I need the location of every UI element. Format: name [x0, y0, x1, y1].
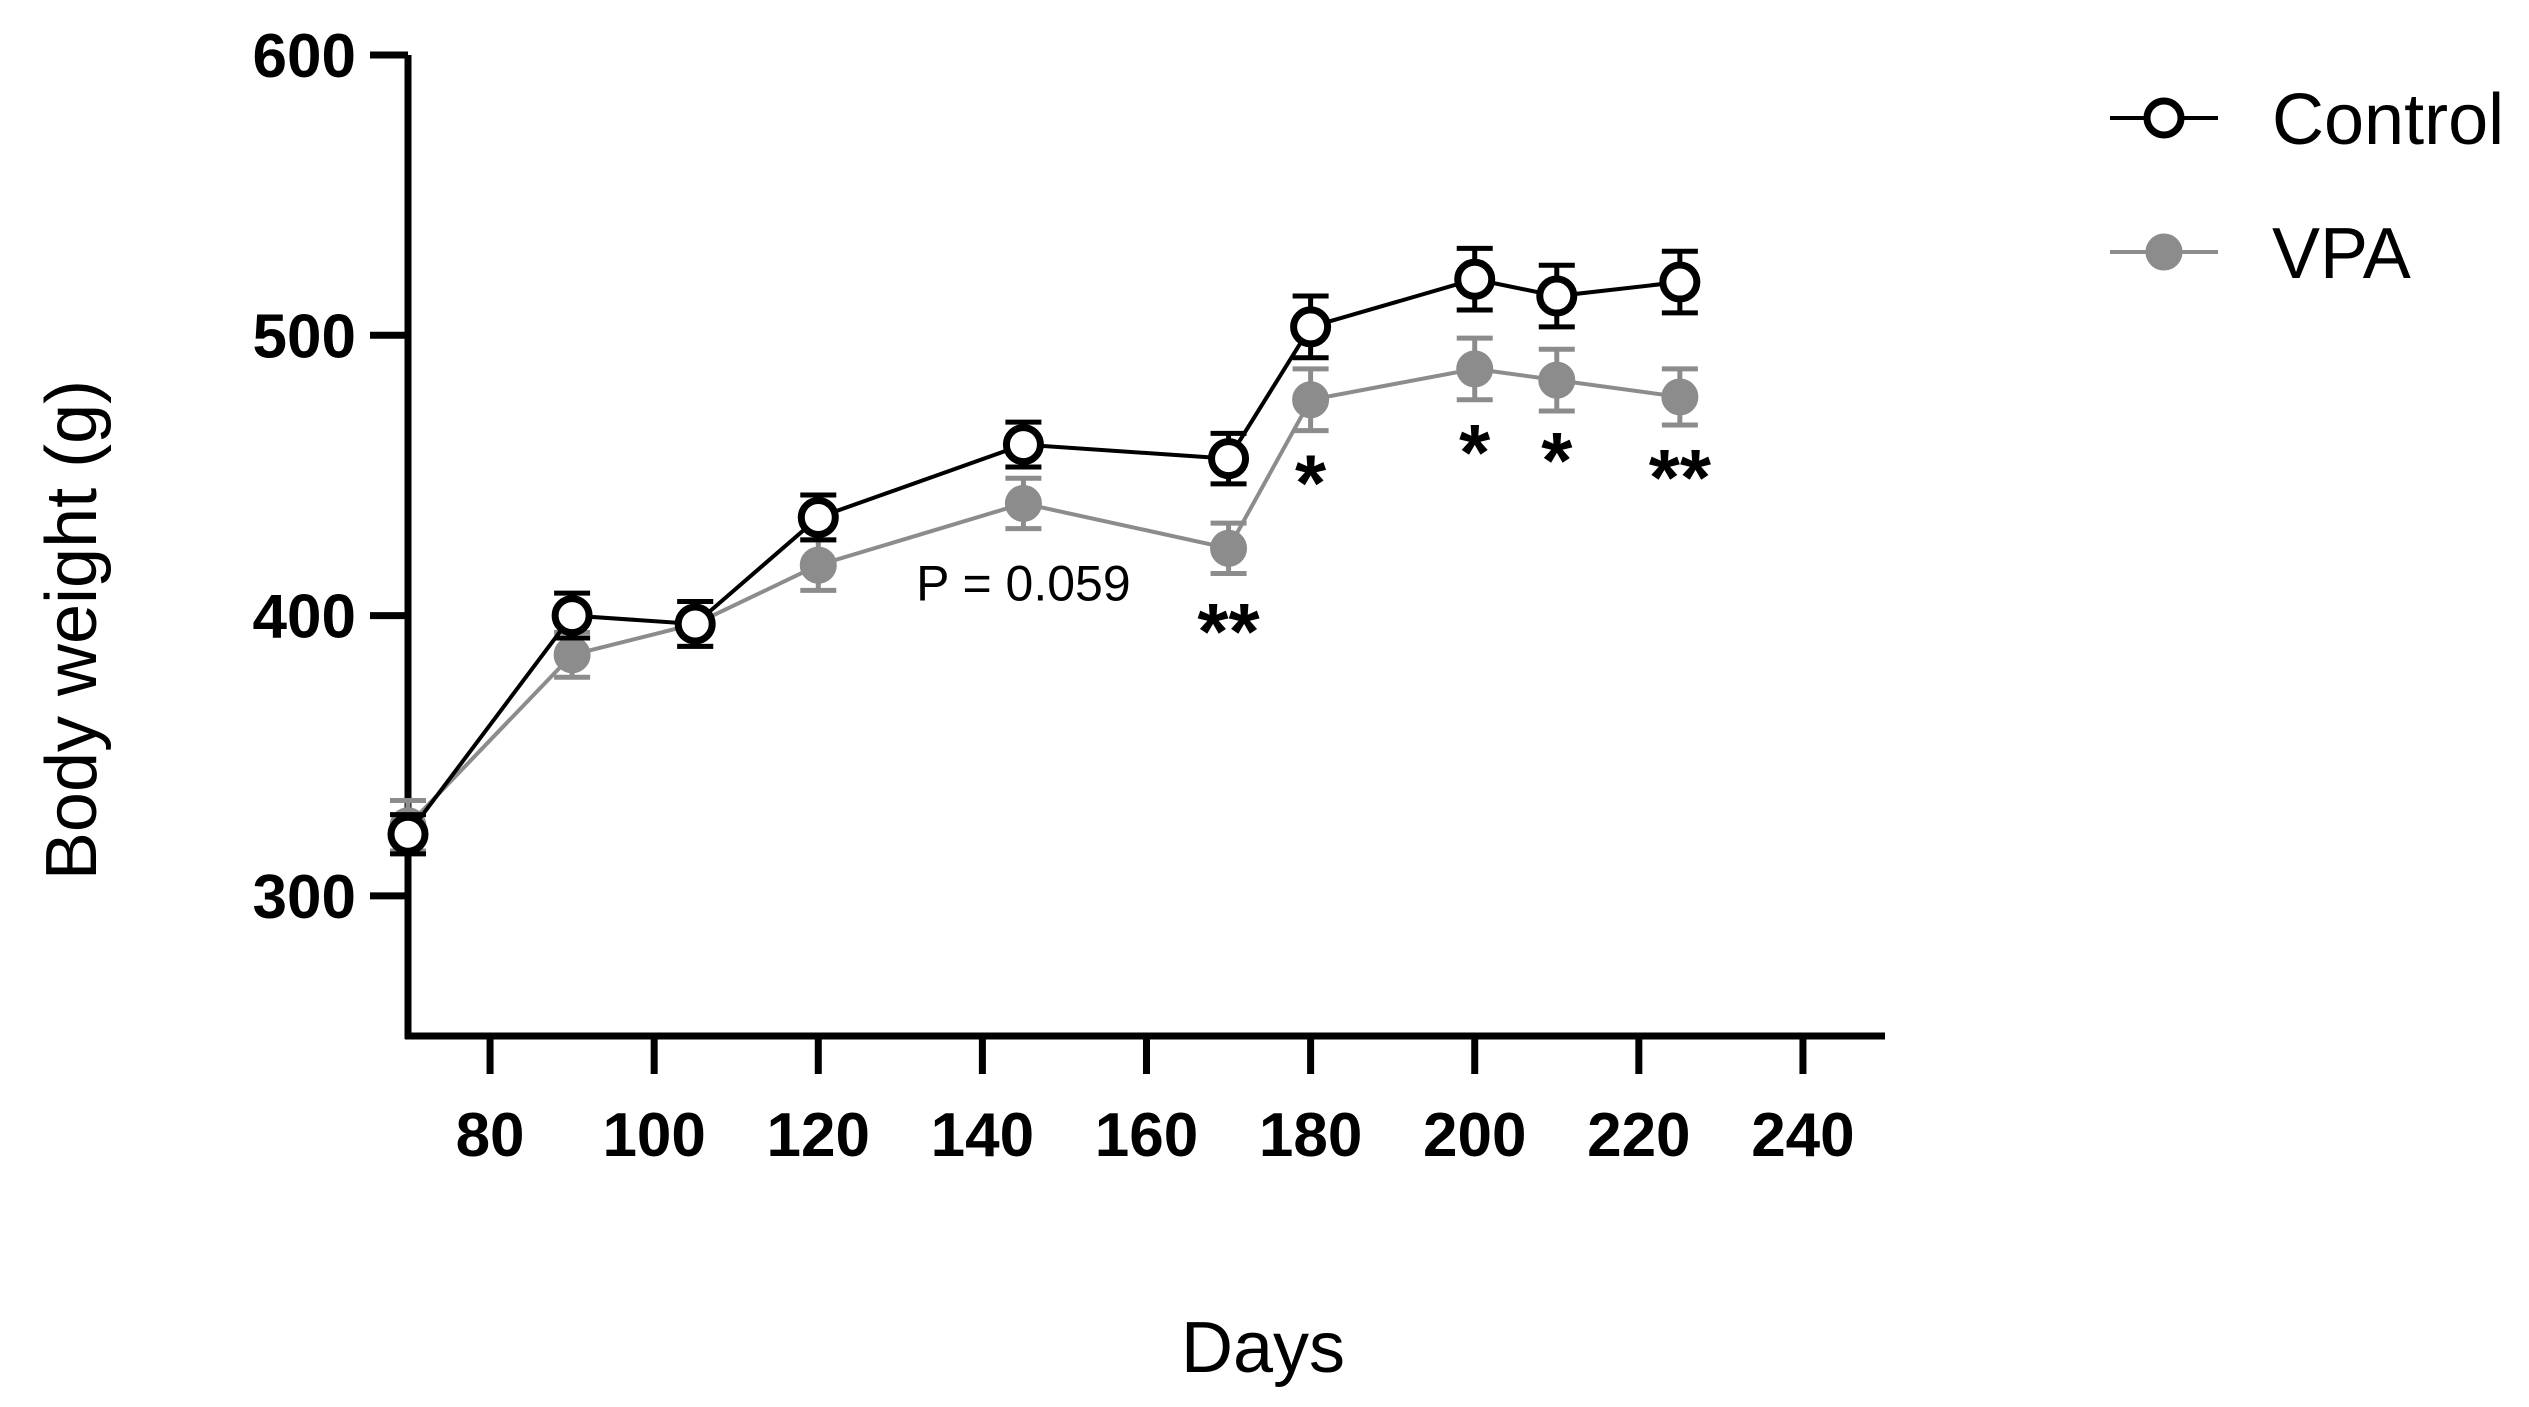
- series-group: [387, 245, 1701, 857]
- significance-marker: *: [1541, 416, 1573, 505]
- annotations-group: P = 0.059*** * * **: [916, 408, 1712, 676]
- series-control: [387, 245, 1701, 857]
- data-point: [1210, 529, 1248, 567]
- x-tick-label: 100: [602, 1101, 705, 1170]
- significance-marker: *: [1459, 408, 1491, 497]
- legend-label: VPA: [2272, 214, 2411, 294]
- data-point: [387, 813, 429, 855]
- data-point: [553, 636, 591, 674]
- p-value-annotation: P = 0.059: [916, 556, 1131, 612]
- data-point: [1002, 424, 1044, 466]
- x-tick-label: 140: [931, 1101, 1034, 1170]
- x-tick-label: 80: [456, 1101, 525, 1170]
- legend-label: Control: [2272, 80, 2504, 160]
- data-point: [1004, 484, 1042, 522]
- series-line: [406, 366, 1681, 828]
- data-point: [799, 546, 837, 584]
- legend-item-control: Control: [2110, 80, 2504, 160]
- significance-marker: **: [1197, 587, 1260, 676]
- data-point: [1536, 275, 1578, 317]
- data-point: [551, 595, 593, 637]
- data-point: [1290, 306, 1332, 348]
- y-tick-label: 300: [253, 863, 356, 932]
- x-tick-label: 200: [1423, 1101, 1526, 1170]
- x-tick-label: 240: [1751, 1101, 1854, 1170]
- data-point: [1538, 361, 1576, 399]
- legend: Control VPA: [2110, 80, 2504, 294]
- axes-group: 300 400 500 600 80 100 120 140 160 180 200 220 240: [253, 22, 1885, 1170]
- data-point: [1208, 438, 1250, 480]
- data-point: [674, 603, 716, 645]
- x-tick-label: 160: [1095, 1101, 1198, 1170]
- y-tick-label: 500: [253, 302, 356, 371]
- y-tick-label: 400: [253, 583, 356, 652]
- data-point: [1661, 378, 1699, 416]
- filled-circle-icon: [2145, 233, 2183, 271]
- data-point: [1454, 258, 1496, 300]
- y-axis-title: Body weight (g): [32, 380, 112, 880]
- series-vpa: [389, 335, 1699, 854]
- data-point: [1456, 350, 1494, 388]
- legend-item-vpa: VPA: [2110, 214, 2411, 294]
- open-circle-icon: [2143, 97, 2185, 139]
- series-line: [406, 277, 1681, 836]
- data-point: [1292, 381, 1330, 419]
- significance-marker: *: [1295, 439, 1327, 528]
- x-tick-label: 220: [1587, 1101, 1690, 1170]
- data-point: [1659, 261, 1701, 303]
- x-tick-label: 180: [1259, 1101, 1362, 1170]
- x-axis-title: Days: [1181, 1308, 1345, 1388]
- data-point: [797, 496, 839, 538]
- significance-marker: **: [1649, 433, 1712, 522]
- x-tick-label: 120: [767, 1101, 870, 1170]
- y-tick-label: 600: [253, 22, 356, 91]
